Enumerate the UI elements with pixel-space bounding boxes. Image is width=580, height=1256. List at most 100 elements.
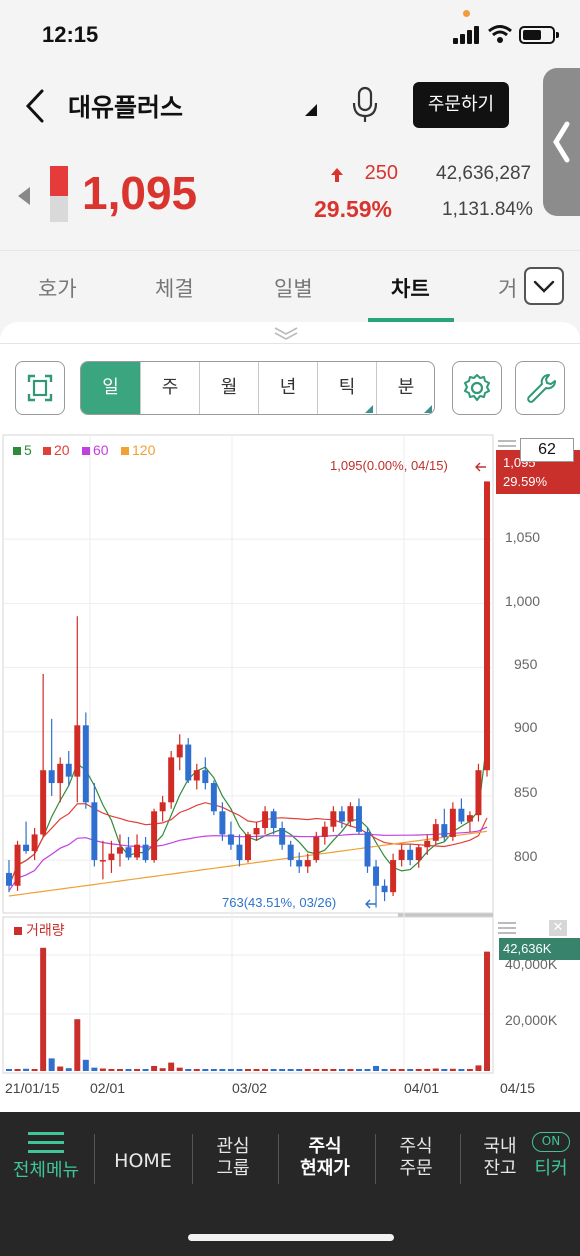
tab-more[interactable]: 거: [498, 277, 518, 301]
candle-body: [142, 844, 149, 861]
wifi-icon: [488, 25, 512, 43]
candle-body: [134, 844, 141, 858]
candle-body: [313, 836, 320, 861]
candle-body: [347, 806, 354, 822]
volume-bar: [466, 1069, 473, 1071]
stock-dropdown-icon[interactable]: [305, 104, 317, 116]
candle-body: [449, 808, 456, 837]
high-price-note: 1,095(0.00%, 04/15): [330, 458, 448, 473]
volume-bar: [159, 1068, 166, 1071]
nav-separator: [375, 1134, 376, 1184]
back-icon[interactable]: [22, 86, 52, 126]
nav-stock-order[interactable]: 주식 주문: [399, 1136, 433, 1179]
price-chart[interactable]: [0, 430, 580, 1080]
legend-swatch: [14, 927, 22, 935]
candle-body: [441, 824, 448, 837]
period-minute[interactable]: 분: [376, 362, 434, 414]
volume-bar: [134, 1069, 141, 1071]
microphone-icon[interactable]: [350, 86, 380, 124]
hamburger-menu-icon[interactable]: [28, 1132, 64, 1154]
volume-bar: [185, 1069, 192, 1071]
volume-bar: [193, 1069, 200, 1071]
volume-bar: [270, 1069, 277, 1071]
stock-name[interactable]: 대유플러스: [68, 93, 184, 122]
volume-bar: [313, 1069, 320, 1071]
candle-body: [424, 840, 431, 848]
tabs-expand-button[interactable]: [524, 267, 564, 305]
nav-home[interactable]: HOME: [114, 1150, 172, 1172]
candle-body: [398, 849, 405, 861]
volume-ratio: 1,131.84%: [442, 199, 533, 220]
chart-tools-button[interactable]: [515, 361, 565, 415]
volume-bar: [321, 1069, 328, 1071]
ma-legend-20: 20: [43, 442, 70, 458]
ma-20-line: [8, 802, 488, 886]
period-tick[interactable]: 틱: [317, 362, 376, 414]
x-label: 04/15: [500, 1080, 536, 1096]
nav-domestic-balance[interactable]: 국내 잔고: [483, 1136, 517, 1179]
candle-count-box[interactable]: 62: [520, 438, 574, 462]
candle-body: [321, 826, 328, 837]
tab-orderbook[interactable]: 호가: [38, 277, 77, 301]
volume-bar: [355, 1069, 362, 1071]
volume-bar: [82, 1059, 89, 1071]
nav-separator: [94, 1134, 95, 1184]
chevron-left-icon[interactable]: [551, 120, 571, 164]
period-yearly[interactable]: 년: [258, 362, 317, 414]
nav-all-menu[interactable]: 전체메뉴: [12, 1160, 80, 1181]
close-icon[interactable]: ✕: [549, 920, 567, 936]
tab-daily[interactable]: 일별: [274, 277, 313, 301]
legend-swatch: [43, 447, 51, 455]
order-button[interactable]: 주문하기: [413, 82, 509, 128]
chart-settings-button[interactable]: [452, 361, 502, 415]
nav-current-price[interactable]: 주식 현재가: [300, 1136, 350, 1179]
volume-bar: [227, 1069, 234, 1071]
candle-body: [270, 811, 277, 828]
candle-body: [407, 849, 414, 861]
volume-bar: [287, 1069, 294, 1071]
ticker-on-badge[interactable]: ON: [532, 1132, 570, 1152]
period-monthly[interactable]: 월: [199, 362, 258, 414]
collapse-chevron-icon[interactable]: [272, 325, 300, 341]
nav-ticker[interactable]: 티커: [534, 1158, 568, 1179]
tab-trades[interactable]: 체결: [155, 277, 194, 301]
fullscreen-icon: [27, 374, 53, 402]
low-price-note: 763(43.51%, 03/26): [222, 895, 337, 910]
submenu-corner-icon: [365, 405, 373, 413]
candle-body: [74, 725, 81, 777]
candle-body: [125, 847, 132, 858]
side-panel-handle[interactable]: [543, 68, 580, 216]
volume-bar: [279, 1069, 286, 1071]
candle-body: [484, 481, 490, 771]
period-weekly[interactable]: 주: [140, 362, 199, 414]
tab-chart[interactable]: 차트: [391, 277, 430, 301]
arrow-up-icon: [331, 168, 343, 182]
candle-body: [236, 844, 243, 861]
home-indicator: [188, 1234, 394, 1241]
note-arrows: [365, 462, 486, 909]
price-change: 250: [330, 162, 398, 188]
candle-body: [296, 860, 303, 867]
volume-bar: [398, 1069, 405, 1071]
candle-body: [432, 824, 439, 841]
volume-bar: [168, 1062, 175, 1071]
candlesticks: [6, 481, 490, 908]
privacy-indicator-dot: [463, 10, 470, 17]
volume-bar: [125, 1069, 132, 1071]
x-label: 02/01: [90, 1080, 126, 1096]
volume-bar: [262, 1069, 269, 1071]
fullscreen-button[interactable]: [15, 361, 65, 415]
y-tick: 900: [514, 719, 538, 735]
x-label: 03/02: [232, 1080, 268, 1096]
nav-watchlist[interactable]: 관심 그룹: [216, 1136, 250, 1179]
period-daily[interactable]: 일: [81, 362, 140, 414]
candle-body: [355, 806, 362, 832]
volume-legend: 거래량: [14, 920, 65, 940]
volume-last-tag: 42,636K: [499, 938, 580, 960]
previous-stock-icon[interactable]: [18, 187, 30, 205]
y-tick: 800: [514, 848, 538, 864]
legend-label: 5: [24, 442, 32, 458]
price-range-bar: [50, 166, 68, 222]
candle-body: [23, 844, 30, 852]
